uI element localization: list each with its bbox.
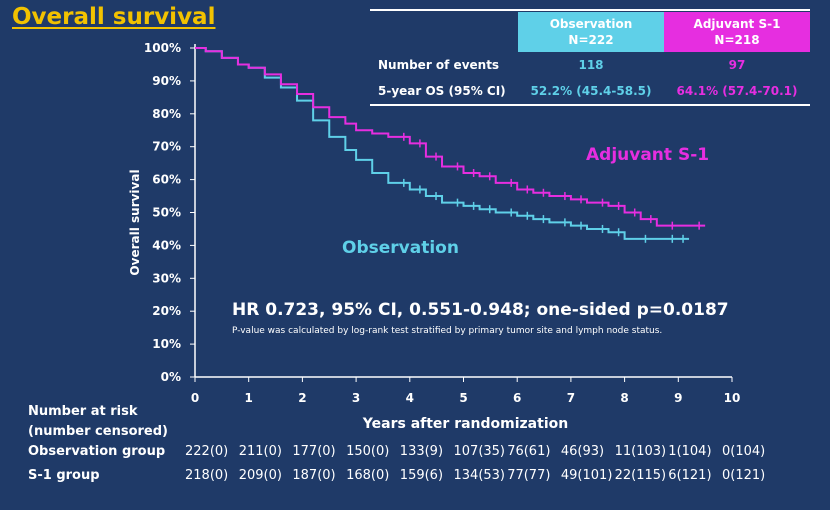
risk-cell: 1(104) (668, 444, 712, 459)
header-s1: Adjuvant S-1 N=218 (664, 12, 810, 52)
y-tick-label: 60% (152, 173, 181, 187)
risk-cell: 209(0) (238, 468, 282, 483)
series-label-observation: Observation (342, 238, 459, 258)
y-tick-label: 50% (152, 206, 181, 220)
y-axis-label: Overall survival (128, 169, 142, 275)
row-label: Number of events (378, 58, 500, 72)
x-tick-label: 0 (191, 391, 199, 405)
header-s1-name: Adjuvant S-1 (693, 17, 781, 31)
header-blank-cell (370, 12, 518, 52)
risk-cell: 222(0) (185, 444, 229, 459)
summary-table: Observation N=222 Adjuvant S-1 N=218 Num… (370, 9, 810, 106)
risk-cell: 177(0) (292, 444, 336, 459)
risk-row-s1-label: S-1 group (28, 468, 100, 483)
km-curve-s1 (195, 47, 706, 227)
x-tick-label: 3 (352, 391, 360, 405)
x-tick-label: 4 (406, 391, 414, 405)
summary-row-5yr-os: 5-year OS (95% CI) 52.2% (45.4-58.5) 64.… (370, 78, 810, 104)
risk-cell: 107(35) (453, 444, 506, 459)
x-tick-label: 9 (674, 391, 682, 405)
x-axis-label: Years after randomization (362, 416, 568, 432)
slide-title: Overall survival (12, 4, 216, 30)
header-s1-n: N=218 (714, 33, 760, 47)
y-tick-label: 10% (152, 337, 181, 351)
series-label-s1: Adjuvant S-1 (586, 145, 709, 165)
table-top-rule (370, 9, 810, 11)
y-tick-label: 70% (152, 140, 181, 154)
p-value-note: P-value was calculated by log-rank test … (232, 326, 662, 336)
risk-title-line1: Number at risk (28, 404, 138, 419)
risk-cell: 159(6) (399, 468, 444, 483)
row-value-s1: 97 (728, 58, 746, 72)
y-tick-label: 80% (152, 107, 181, 121)
risk-table-title: Number at risk (number censored) (28, 402, 168, 442)
header-observation: Observation N=222 (518, 12, 664, 52)
y-tick-label: 0% (161, 370, 181, 384)
x-tick-label: 2 (298, 391, 306, 405)
row-value-observation: 52.2% (45.4-58.5) (530, 84, 652, 98)
summary-row-events: Number of events 118 97 (370, 52, 810, 78)
risk-cell: 77(77) (507, 468, 551, 483)
x-tick-label: 1 (245, 391, 253, 405)
row-label: 5-year OS (95% CI) (378, 84, 506, 98)
x-tick-label: 7 (567, 391, 575, 405)
x-tick-label: 6 (513, 391, 521, 405)
risk-cell: 76(61) (507, 444, 551, 459)
risk-cell: 211(0) (238, 444, 282, 459)
risk-cell: 168(0) (346, 468, 390, 483)
risk-cell: 150(0) (346, 444, 390, 459)
y-tick-label: 40% (152, 238, 181, 252)
x-axis-ticks: 0 1 2 3 4 5 6 7 8 9 10 (191, 377, 741, 405)
x-tick-label: 10 (724, 391, 741, 405)
risk-table: Number at risk (number censored) Observa… (0, 400, 830, 510)
y-tick-label: 90% (152, 74, 181, 88)
header-observation-n: N=222 (568, 33, 614, 47)
risk-cell: 46(93) (560, 444, 605, 459)
y-tick-label: 20% (152, 304, 181, 318)
y-tick-label: 30% (152, 271, 181, 285)
risk-row-observation-label: Observation group (28, 444, 166, 459)
row-value-observation: 118 (578, 58, 604, 72)
x-tick-label: 5 (459, 391, 467, 405)
y-tick-label: 100% (144, 41, 181, 55)
risk-cell: 0(121) (722, 468, 766, 483)
risk-cell: 134(53) (453, 468, 506, 483)
risk-cell: 0(104) (722, 444, 766, 459)
table-bottom-rule (370, 104, 810, 106)
risk-cell: 187(0) (292, 468, 336, 483)
risk-cell: 11(103) (614, 444, 667, 459)
y-axis-ticks: 0% 10% 20% 30% 40% 50% 60% 70% 80% 90% 100% (144, 41, 195, 384)
risk-cell: 22(115) (614, 468, 667, 483)
risk-cell: 133(9) (399, 444, 444, 459)
risk-cell: 218(0) (185, 468, 229, 483)
risk-title-line2: (number censored) (28, 424, 168, 439)
summary-header-row: Observation N=222 Adjuvant S-1 N=218 (370, 12, 810, 52)
x-tick-label: 8 (620, 391, 628, 405)
risk-cell: 6(121) (668, 468, 712, 483)
row-value-s1: 64.1% (57.4-70.1) (676, 84, 798, 98)
header-observation-name: Observation (549, 17, 633, 31)
risk-cell: 49(101) (560, 468, 613, 483)
hazard-ratio-annotation: HR 0.723, 95% CI, 0.551-0.948; one-sided… (232, 300, 729, 320)
survival-curves (195, 47, 706, 243)
